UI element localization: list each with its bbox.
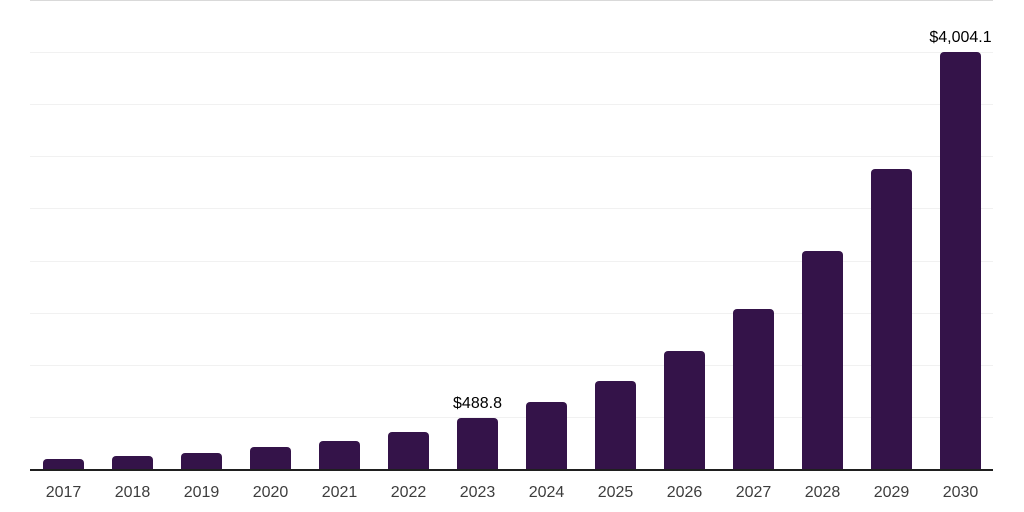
x-tick-label-2028: 2028	[804, 484, 841, 501]
bar-2025	[595, 380, 636, 469]
bar-2019	[181, 453, 222, 469]
value-label-2023: $488.8	[453, 395, 502, 413]
x-tick-label-2025: 2025	[597, 484, 634, 501]
bar-2028	[802, 251, 843, 469]
gridline-4500	[30, 0, 993, 1]
bar-2024	[526, 402, 567, 469]
x-tick-label-2023: 2023	[459, 484, 496, 501]
bar-2021	[319, 440, 360, 469]
gridline-2500	[30, 208, 993, 209]
value-label-2030: $4,004.1	[929, 28, 992, 46]
gridline-2000	[30, 261, 993, 262]
bar-2022	[388, 431, 429, 469]
x-tick-label-2020: 2020	[252, 484, 289, 501]
gridline-500	[30, 417, 993, 418]
bar-2026	[664, 351, 705, 469]
plot-area: $488.8 $4,004.1	[30, 0, 993, 469]
gridline-4000	[30, 52, 993, 53]
x-axis-line	[30, 469, 993, 471]
x-tick-label-2029: 2029	[873, 484, 910, 501]
bar-2018	[112, 455, 153, 469]
bar-2023	[457, 418, 498, 469]
x-tick-label-2026: 2026	[666, 484, 703, 501]
bar-2017	[43, 459, 84, 469]
gridline-3500	[30, 104, 993, 105]
x-tick-label-2018: 2018	[114, 484, 151, 501]
gridline-1000	[30, 365, 993, 366]
bar-2030	[940, 51, 981, 469]
bar-2020	[250, 447, 291, 469]
bar-2029	[871, 168, 912, 469]
x-tick-label-2024: 2024	[528, 484, 565, 501]
x-tick-label-2021: 2021	[321, 484, 358, 501]
x-tick-label-2019: 2019	[183, 484, 220, 501]
x-tick-label-2022: 2022	[390, 484, 427, 501]
x-tick-label-2027: 2027	[735, 484, 772, 501]
bar-2027	[733, 308, 774, 469]
x-tick-label-2017: 2017	[45, 484, 82, 501]
x-tick-label-2030: 2030	[942, 484, 979, 501]
gridline-1500	[30, 313, 993, 314]
gridline-3000	[30, 156, 993, 157]
